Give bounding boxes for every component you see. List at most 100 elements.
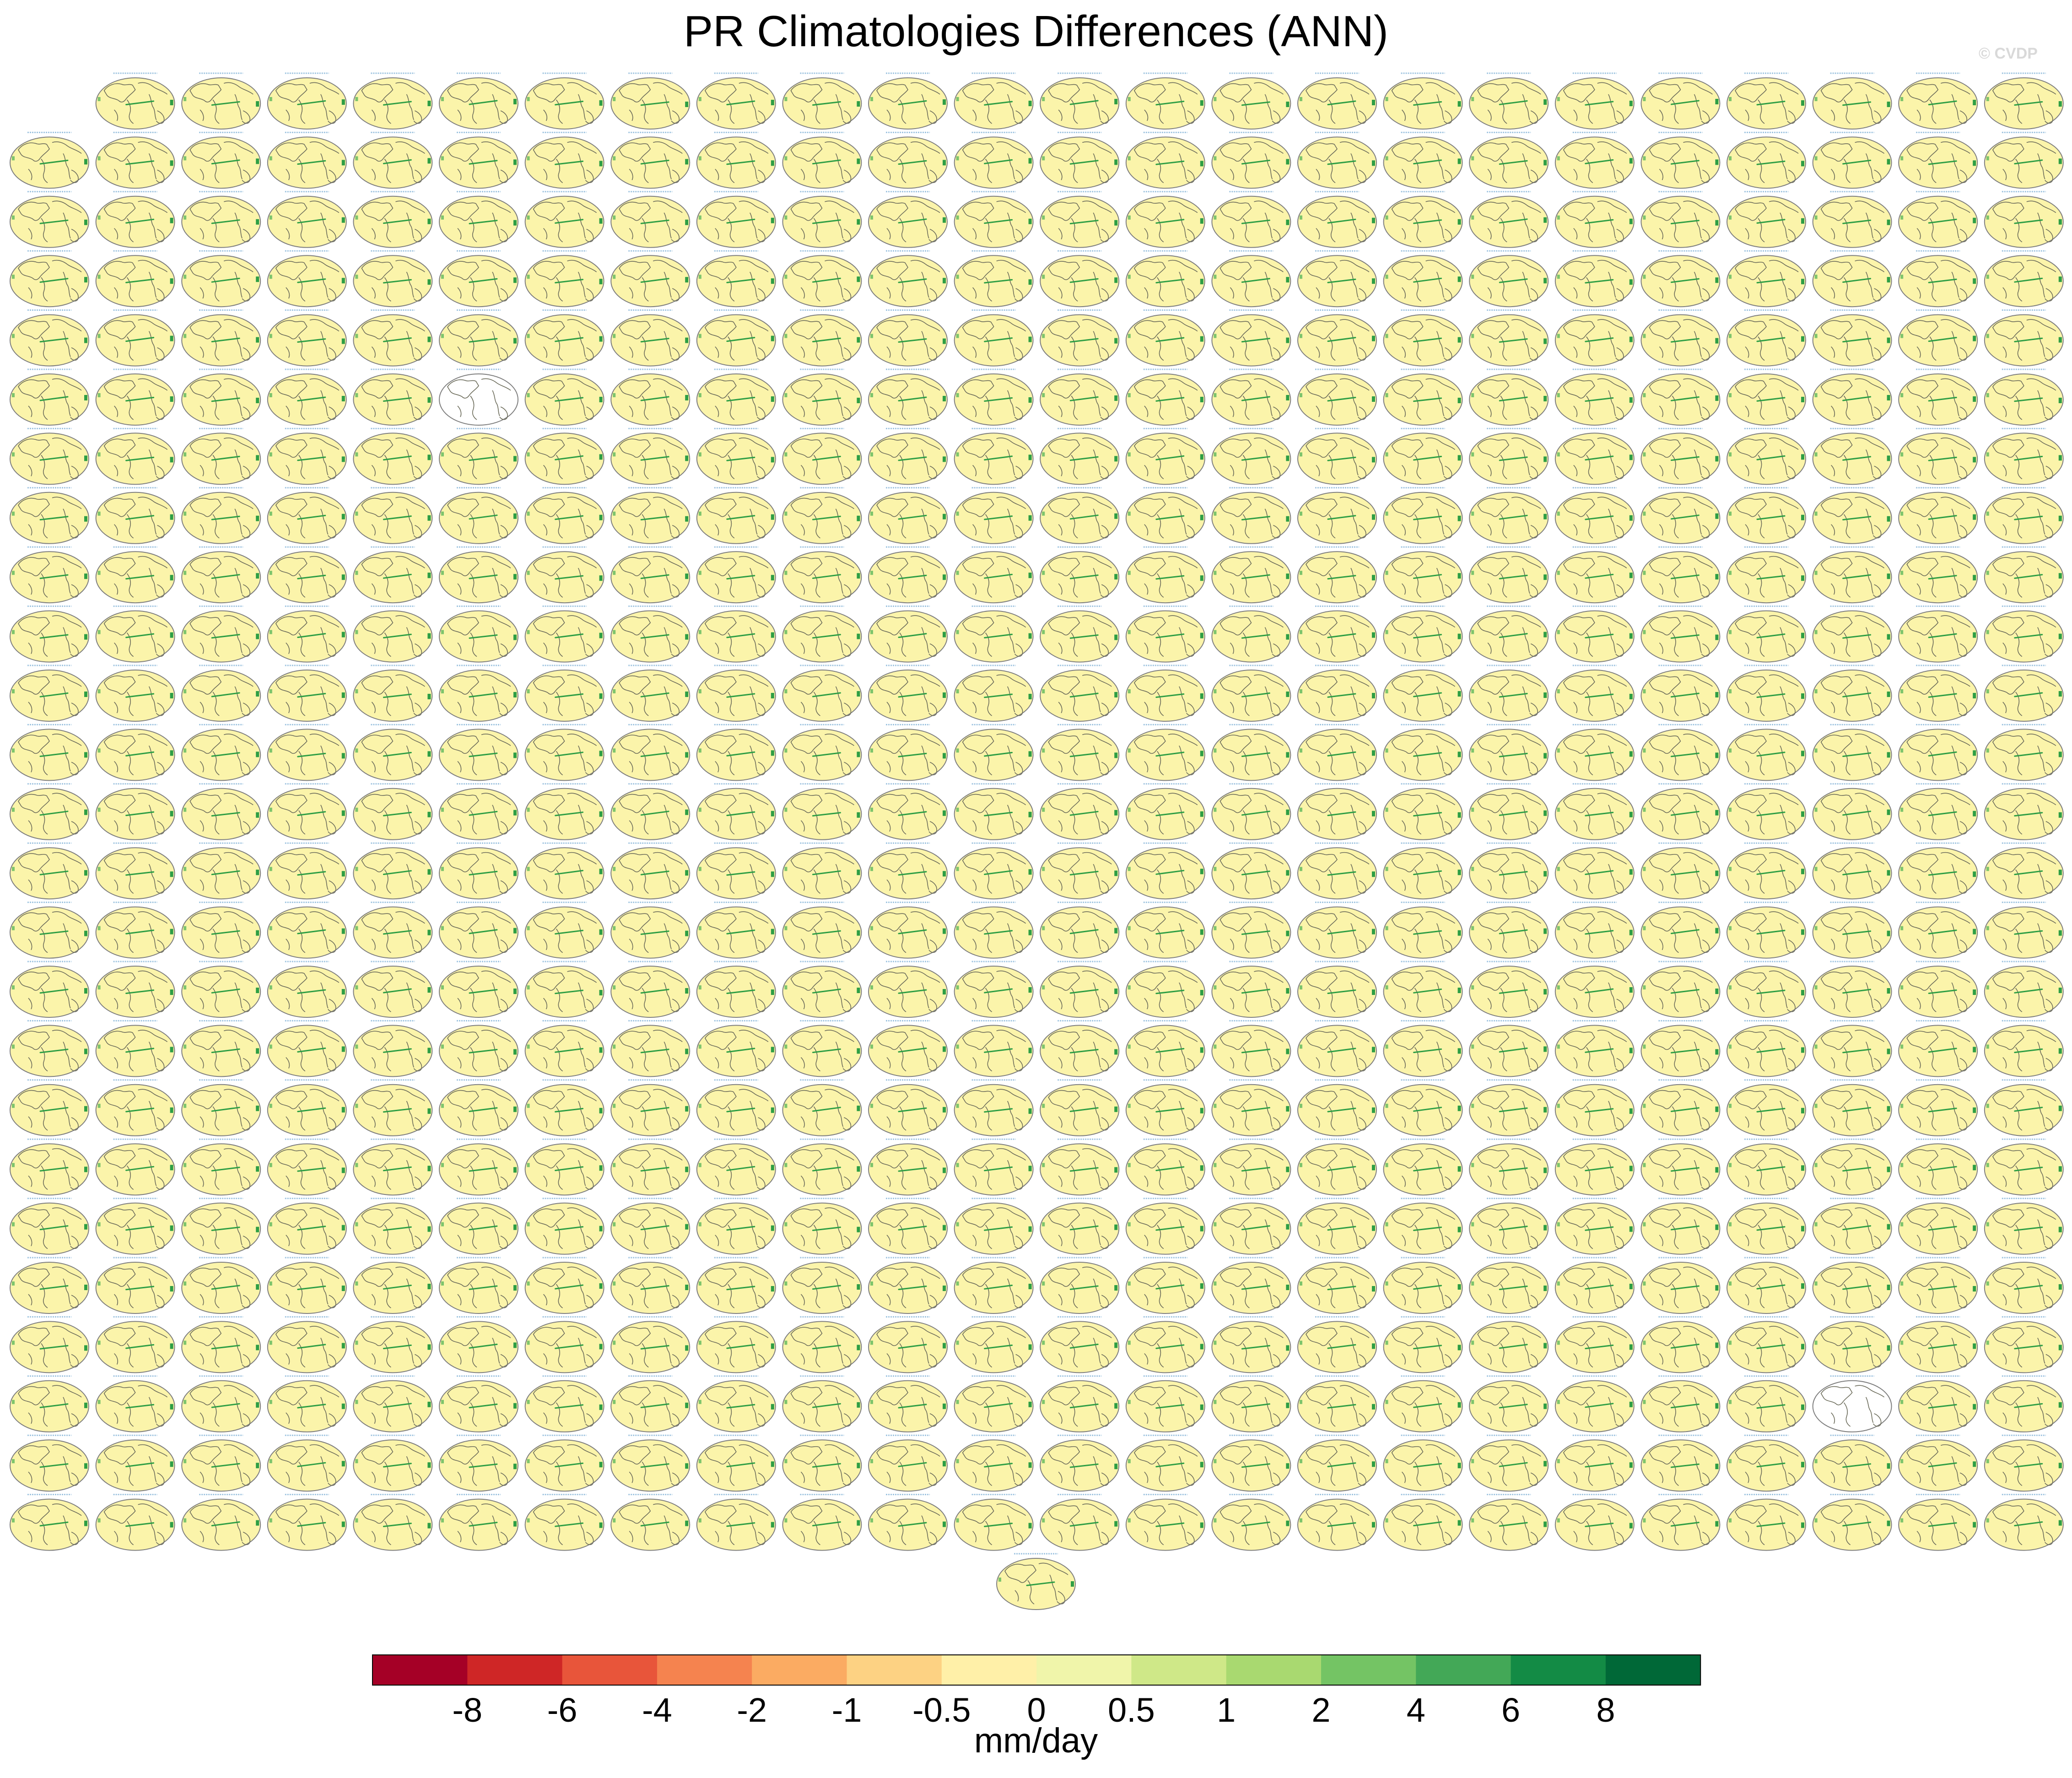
coastlines [1649,141,1713,184]
map-panel [95,72,175,130]
positive-anomaly-patch [1729,97,1732,101]
colorbar-units-label: mm/day [974,1721,1098,1760]
positive-anomaly-band [1670,160,1700,165]
positive-anomaly-patch [1986,97,1989,101]
map-panel [1812,131,1892,189]
map-panel [439,72,518,130]
positive-anomaly-patch [84,159,87,165]
coastlines [447,141,511,184]
positive-anomaly-patch [170,217,173,223]
coastlines [1306,141,1370,184]
coastlines [1992,82,2056,124]
map-panel [353,131,433,189]
positive-anomaly-band [1842,159,1872,165]
positive-anomaly-patch [1372,160,1375,166]
colorbar-swatch [372,1655,468,1685]
map-panel [524,72,604,130]
map-panel [1040,131,1120,189]
positive-anomaly-patch [1457,101,1461,107]
positive-anomaly-band [555,101,584,106]
positive-anomaly-patch [1128,97,1131,101]
map-panel [782,72,862,130]
positive-anomaly-patch [12,156,15,161]
coastlines [1992,141,2056,184]
positive-anomaly-patch [441,156,444,161]
positive-anomaly-band [812,101,841,106]
positive-anomaly-patch [12,215,15,220]
positive-anomaly-patch [1887,159,1890,165]
positive-anomaly-patch [1385,156,1388,161]
map-panel [1727,131,1806,189]
coastlines [1735,141,1799,184]
credit-watermark: © CVDP [1979,45,2038,62]
positive-anomaly-band [1413,101,1442,106]
positive-anomaly-patch [698,97,701,101]
positive-anomaly-patch [97,97,101,101]
positive-anomaly-band [2014,159,2043,165]
colorbar-swatch [467,1655,563,1685]
positive-anomaly-patch [870,97,873,101]
coastlines [1391,82,1456,124]
positive-anomaly-patch [1814,156,1818,161]
positive-anomaly-patch [1385,97,1388,101]
positive-anomaly-band [1585,101,1614,106]
positive-anomaly-band [898,160,927,165]
positive-anomaly-patch [97,215,101,220]
positive-anomaly-patch [256,101,259,107]
map-panel [1727,72,1806,130]
positive-anomaly-patch [527,97,530,101]
positive-anomaly-patch [513,99,517,104]
colorbar-swatch [1511,1655,1606,1685]
positive-anomaly-band [812,159,841,165]
coastlines [1906,141,1970,184]
positive-anomaly-patch [269,215,272,220]
coastlines [619,141,683,184]
map-panel [1640,72,1721,130]
coastlines [189,200,254,243]
coastlines [876,82,940,124]
coastlines [447,82,511,124]
positive-anomaly-patch [341,160,345,166]
map-panel [1469,72,1549,130]
map-panel [267,191,347,248]
map-panel [181,131,261,189]
positive-anomaly-patch [1543,99,1547,105]
positive-anomaly-band [469,160,498,165]
positive-anomaly-band [898,100,927,105]
positive-anomaly-band [1928,160,1957,165]
coastlines [1477,141,1541,184]
positive-anomaly-band [39,219,69,224]
colorbar-swatch [1036,1655,1132,1685]
positive-anomaly-band [984,159,1013,164]
positive-anomaly-band [1928,100,1957,106]
positive-anomaly-patch [170,100,173,105]
positive-anomaly-patch [943,99,946,105]
coastlines [1649,82,1713,124]
coastlines [361,141,425,184]
map-panel [696,131,776,189]
map-panel [1984,131,2064,189]
map-panel [353,72,433,130]
positive-anomaly-patch [341,99,345,105]
positive-anomaly-band [211,101,240,106]
coastlines [1048,82,1112,124]
map-panel [868,72,948,130]
positive-anomaly-patch [1543,160,1547,166]
colorbar-swatch [1416,1655,1511,1685]
positive-anomaly-band [1241,101,1270,106]
map-panel [954,72,1034,130]
positive-anomaly-patch [513,220,517,226]
coastlines [103,200,168,243]
positive-anomaly-patch [1114,99,1118,104]
positive-anomaly-band [383,159,412,164]
map-panel [1383,72,1463,130]
map-panel [610,72,691,130]
map-panel [1554,72,1635,130]
map-panel [868,131,948,189]
coastlines [619,82,683,124]
positive-anomaly-patch [1801,100,1804,106]
positive-anomaly-patch [771,160,774,166]
coastlines [704,82,769,124]
coastlines [1563,82,1627,124]
